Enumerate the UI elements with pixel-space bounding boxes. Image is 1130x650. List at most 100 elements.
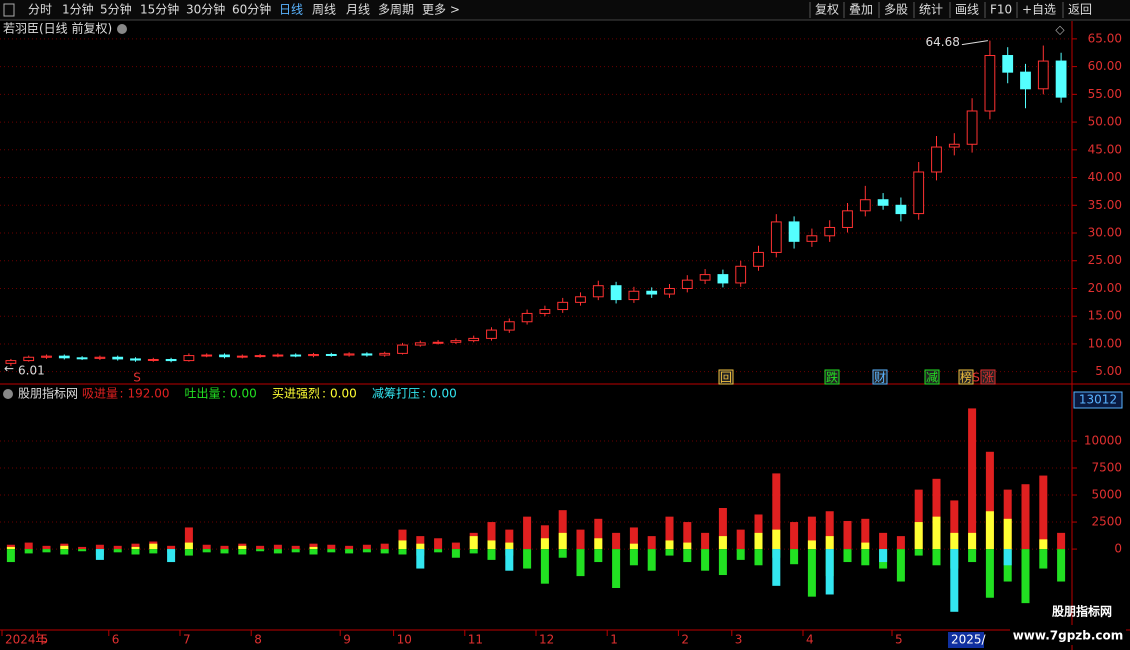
bar [309,549,318,555]
bar [469,549,478,554]
candle-body [592,285,604,298]
candle-body [895,204,907,215]
bar [701,532,710,550]
toolbar-button[interactable]: 叠加 [849,3,873,17]
candle-body [842,210,853,228]
bar [398,529,407,550]
bar [968,532,977,550]
y-tick-label: 55.00 [1088,87,1122,101]
toolbar-tab[interactable]: 多周期 [378,3,414,17]
candle-body [414,342,426,346]
toolbar-tab[interactable]: 5分钟 [100,2,132,17]
toolbar-tab[interactable]: 更多 > [422,3,460,17]
bar [362,549,371,553]
candle-body [147,358,159,361]
candle-body [41,355,52,358]
y-tick-label: 20.00 [1088,281,1122,295]
bar [273,544,282,550]
bar [594,518,603,550]
diamond-icon[interactable]: ◇ [1055,23,1065,37]
bar [487,549,496,560]
bar [950,500,959,550]
toolbar-button[interactable]: +自选 [1022,3,1056,17]
bar [629,549,638,566]
toolbar-button[interactable]: 返回 [1068,3,1092,17]
bar [1039,539,1048,550]
bar [398,540,407,550]
bar [932,549,941,566]
bar [434,549,443,553]
toolbar-tab[interactable]: 分时 [28,3,52,17]
toolbar-tab[interactable]: 60分钟 [232,2,271,17]
candle-body [272,354,284,357]
bar [985,549,994,598]
bar [647,549,656,571]
title-toggle[interactable] [117,24,127,34]
candle-body [94,356,106,359]
toolbar-tab[interactable]: 15分钟 [140,2,179,17]
toolbar-button[interactable]: 复权 [815,3,839,17]
y-tick-label: 25.00 [1088,253,1122,267]
toolbar-tab[interactable]: 1分钟 [62,2,94,17]
bar [327,549,336,553]
bar [985,451,994,550]
bar [736,529,745,550]
candle-body [984,55,996,112]
bar [487,522,496,550]
bar [238,549,247,555]
candle-body [397,344,408,354]
x-tick-label: 7 [183,633,191,647]
bar [416,536,425,550]
bar [113,545,122,550]
toolbar-button[interactable]: 多股 [884,3,908,17]
bar [149,549,158,554]
bar [523,516,532,550]
bar [1057,549,1066,582]
candle-body [699,274,711,281]
x-tick-label: 12 [539,633,554,647]
x-tick-label: 5 [895,633,903,647]
bar [1057,532,1066,550]
bar [665,516,674,550]
x-tick-label: 4 [806,633,814,647]
candle-body [76,357,88,360]
bar [825,511,834,550]
toolbar-button[interactable]: F10 [990,3,1012,17]
candle-body [236,355,248,358]
bar [879,549,888,563]
y-tick-label: 5000 [1091,488,1122,502]
x-tick-label: 10 [397,633,412,647]
candle-body [664,287,675,295]
toolbar-button[interactable]: 统计 [919,3,943,17]
bar [861,542,870,550]
indicator-toggle[interactable] [3,389,13,399]
bar [416,543,425,550]
toolbar-icon[interactable] [3,3,15,17]
watermark-url: www.7gpzb.com [1013,629,1124,643]
bar [558,532,567,550]
candle-body [219,354,230,358]
bar [896,536,905,550]
bar [291,549,300,553]
legend-value: 0.00 [230,387,257,401]
y-tick-label: 50.00 [1088,115,1122,129]
bar [790,549,799,565]
x-tick-label: 8 [254,633,262,647]
y-tick-label: 65.00 [1088,31,1122,45]
toolbar-tab[interactable]: 月线 [346,3,370,17]
bar [220,545,229,550]
x-tick-label: 6 [112,633,120,647]
toolbar-tab[interactable]: 30分钟 [186,2,225,17]
candle-body [521,312,533,323]
signal-box [872,369,888,385]
y-tick-label: 30.00 [1088,226,1122,240]
toolbar-tab[interactable]: 周线 [312,3,336,17]
bar [131,546,140,550]
bar [487,540,496,550]
bar [451,542,460,550]
toolbar-tab[interactable]: 日线 [279,3,303,17]
toolbar-button[interactable]: 画线 [955,3,979,17]
candle-body [503,321,515,331]
bar [238,545,247,550]
